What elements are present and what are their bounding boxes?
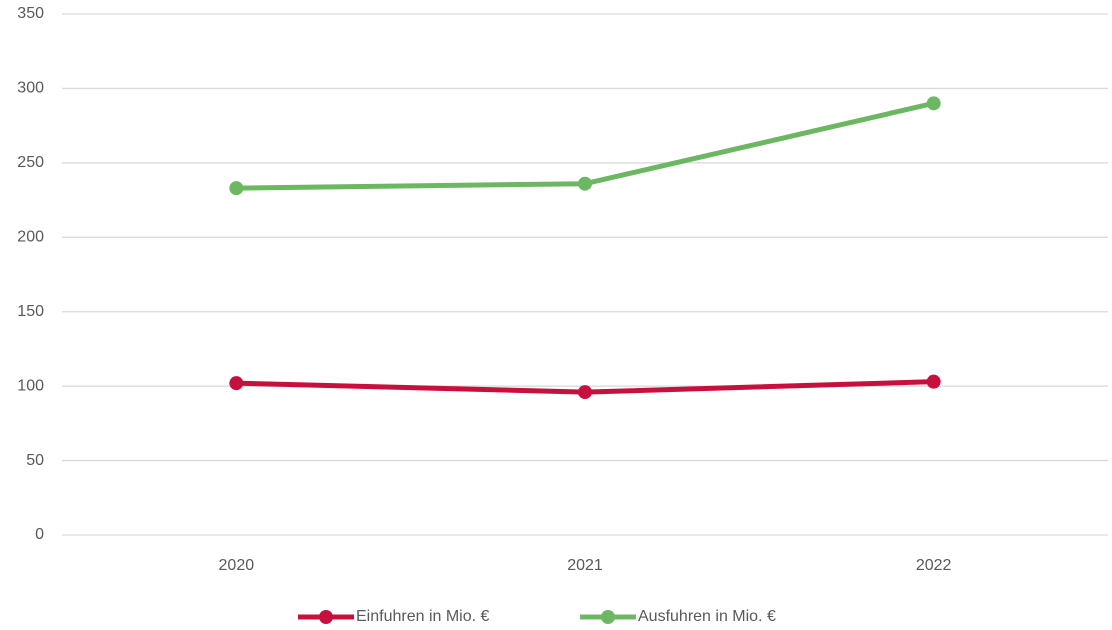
x-tick-label: 2022 xyxy=(916,557,952,574)
data-point xyxy=(229,376,244,391)
data-point xyxy=(926,96,941,111)
x-tick-label: 2020 xyxy=(219,557,255,574)
y-tick-label: 50 xyxy=(26,452,44,469)
y-tick-label: 0 xyxy=(35,526,44,543)
y-tick-label: 250 xyxy=(17,154,44,171)
legend-marker xyxy=(601,610,615,624)
y-tick-label: 100 xyxy=(17,377,44,394)
legend-label: Einfuhren in Mio. € xyxy=(356,608,490,625)
data-line xyxy=(233,100,937,191)
y-tick-label: 300 xyxy=(17,80,44,97)
y-tick-label: 150 xyxy=(17,303,44,320)
y-tick-label: 200 xyxy=(17,229,44,246)
legend-label: Ausfuhren in Mio. € xyxy=(638,608,776,625)
data-point xyxy=(229,181,244,196)
y-tick-label: 350 xyxy=(17,5,44,22)
x-tick-label: 2021 xyxy=(567,557,603,574)
data-point xyxy=(578,385,592,400)
data-point xyxy=(578,176,592,191)
data-point xyxy=(926,374,941,389)
legend-marker xyxy=(319,610,333,624)
